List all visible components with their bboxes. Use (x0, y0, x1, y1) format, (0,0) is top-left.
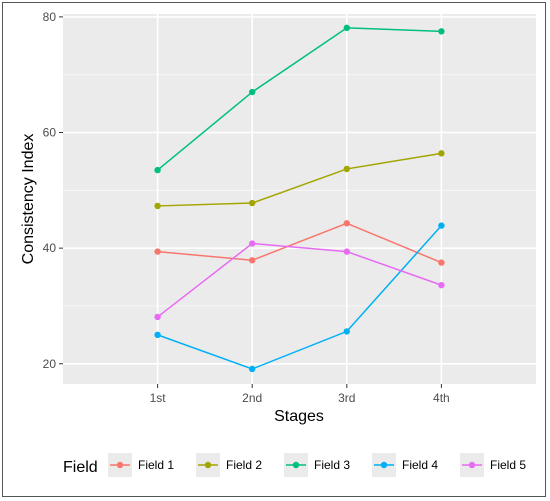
x-tick-label: 4th (433, 391, 450, 405)
data-point (343, 248, 350, 255)
data-point (438, 150, 445, 157)
legend-key-point (204, 461, 212, 469)
series-line (157, 242, 442, 318)
data-point (154, 313, 161, 321)
series-points (154, 24, 445, 373)
legend-key (460, 453, 484, 477)
x-axis-title: Stages (274, 408, 324, 425)
series-line (157, 27, 442, 171)
legend-key-point (468, 461, 476, 469)
chart-frame (2, 2, 546, 497)
legend-key-point (292, 461, 300, 469)
data-point (249, 240, 256, 247)
data-point (249, 365, 256, 373)
data-point (343, 328, 350, 335)
series-line (157, 225, 442, 370)
legend-key (284, 453, 308, 477)
y-tick-label: 40 (43, 241, 57, 255)
legend-label: Field 1 (138, 458, 174, 472)
x-axis: 1st 2nd 3rd 4th (150, 384, 450, 405)
y-axis: 20 40 60 80 (43, 10, 63, 371)
grid-minor (63, 74, 536, 307)
legend-label: Field 5 (490, 458, 526, 472)
y-tick-label: 80 (43, 10, 57, 24)
legend: Field Field 1 Field 2 Field 3 Field 4 Field … (63, 453, 526, 477)
legend-key (372, 453, 396, 477)
legend-key (196, 453, 220, 477)
data-point (249, 257, 256, 264)
legend-label: Field 2 (226, 458, 262, 472)
series-lines (157, 27, 442, 370)
legend-label: Field 3 (314, 458, 350, 472)
data-point (438, 28, 445, 35)
legend-key-point (116, 461, 124, 469)
data-point (154, 202, 161, 210)
data-point (154, 166, 161, 174)
grid-major (63, 14, 536, 384)
data-point (438, 222, 445, 229)
data-point (249, 88, 256, 96)
plot-panel (63, 14, 536, 384)
legend-key-point (380, 461, 388, 469)
y-tick-label: 60 (43, 126, 57, 140)
series-line (157, 152, 442, 207)
data-point (154, 331, 161, 339)
x-tick-label: 1st (150, 391, 167, 405)
x-tick-label: 2nd (242, 391, 262, 405)
series-line (157, 222, 442, 264)
data-point (154, 248, 161, 255)
data-point (438, 259, 445, 266)
data-point (343, 24, 350, 32)
legend-label: Field 4 (402, 458, 438, 472)
data-point (438, 281, 445, 289)
data-point (343, 220, 350, 227)
y-tick-label: 20 (43, 357, 57, 371)
y-axis-title: Consistency Index (20, 134, 37, 265)
legend-key (108, 453, 132, 477)
legend-title: Field (63, 459, 98, 476)
data-point (343, 165, 350, 173)
x-tick-label: 3rd (338, 391, 355, 405)
data-point (249, 199, 256, 207)
